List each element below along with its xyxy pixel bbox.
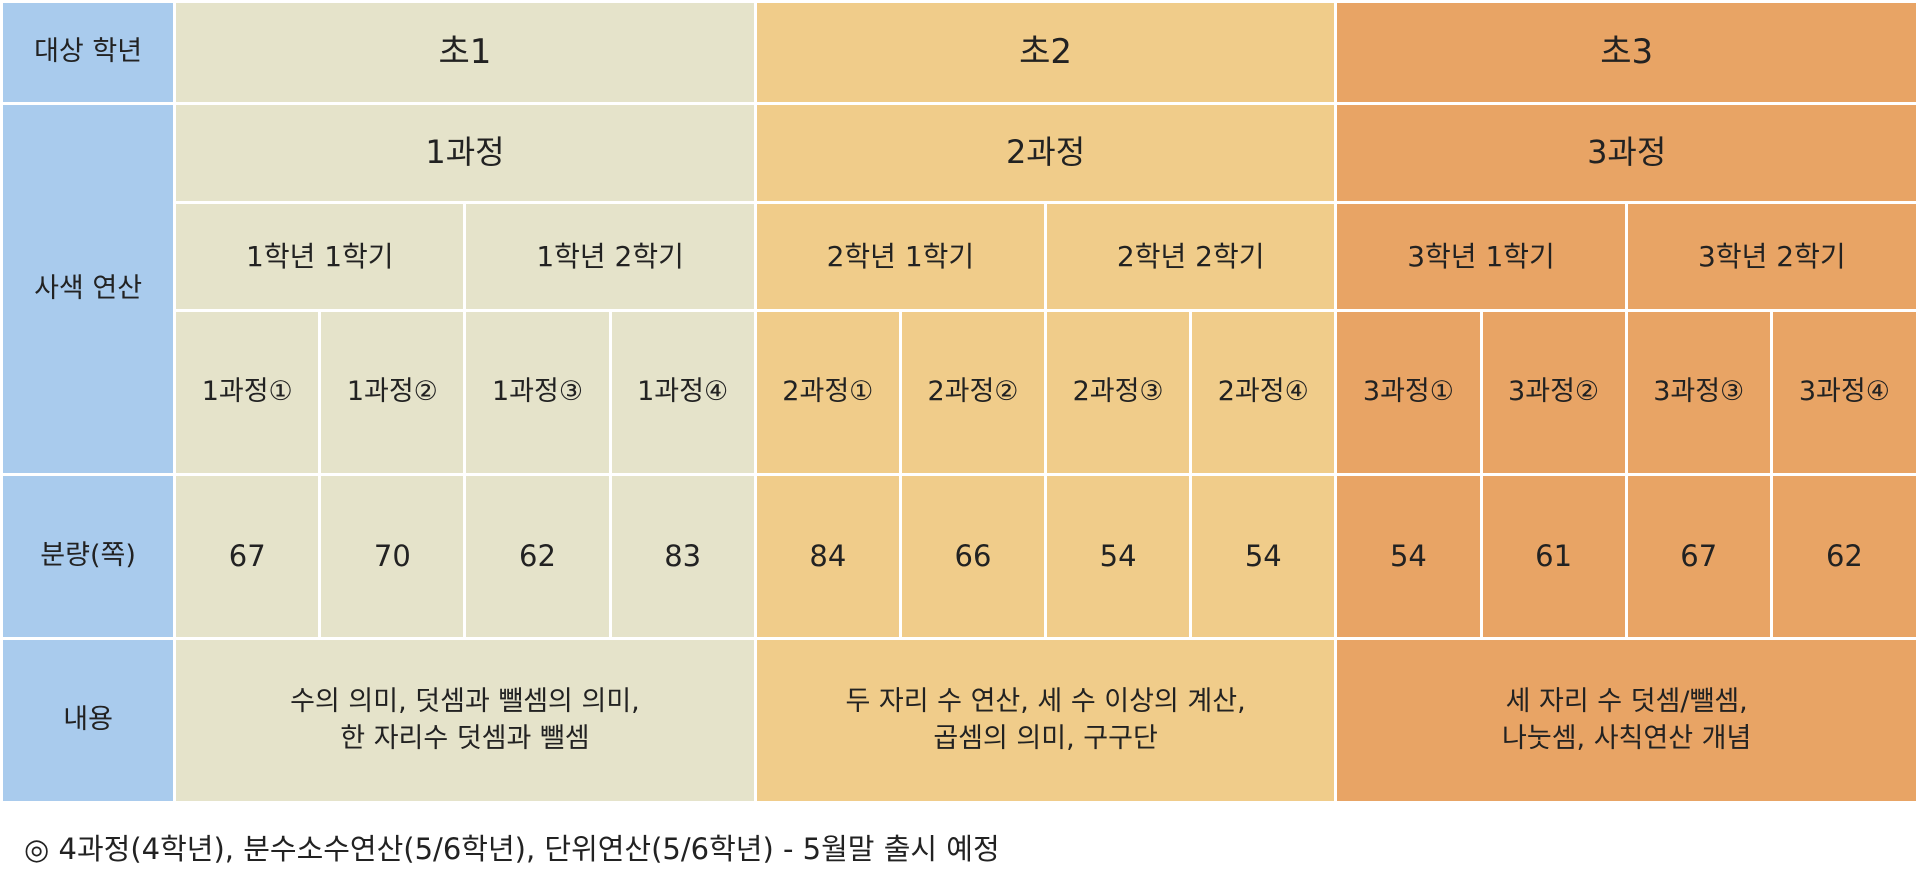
semester-row: 1학년 1학기 1학년 2학기 2학년 1학기 2학년 2학기 3학년 1학기 … <box>2 201 1919 312</box>
pages-header: 분량(쪽) <box>0 473 177 640</box>
content-line: 곱셈의 의미, 구구단 <box>933 722 1158 754</box>
content-header: 내용 <box>0 637 177 804</box>
grade-cell: 초2 <box>753 0 1338 105</box>
subcourse-cell: 1과정④ <box>608 309 757 476</box>
semester-cell: 1학년 1학기 <box>173 201 467 312</box>
content-line: 나눗셈, 사칙연산 개념 <box>1502 722 1752 754</box>
pages-cell: 54 <box>1189 473 1338 640</box>
pages-cell: 67 <box>1624 473 1773 640</box>
pages-cell: 84 <box>753 473 902 640</box>
pages-cell: 66 <box>898 473 1048 640</box>
content-row: 내용 수의 의미, 덧셈과 뺄셈의 의미, 한 자리수 덧셈과 뺄셈 두 자리 … <box>0 637 1919 804</box>
content-line: 세 자리 수 덧셈/뺄셈, <box>1505 686 1748 718</box>
grade-cell: 초1 <box>173 0 757 105</box>
content-cell: 세 자리 수 덧셈/뺄셈, 나눗셈, 사칙연산 개념 <box>1334 637 1919 804</box>
content-line: 한 자리수 덧셈과 뺄셈 <box>340 722 590 754</box>
pages-cell: 61 <box>1479 473 1628 640</box>
subcourse-cell: 2과정① <box>753 309 902 476</box>
subcourse-cell: 2과정④ <box>1189 309 1338 476</box>
semester-cell: 1학년 2학기 <box>463 201 757 312</box>
pages-cell: 83 <box>608 473 757 640</box>
subcourse-row: 1과정① 1과정② 1과정③ 1과정④ 2과정① 2과정② 2과정③ 2과정④ … <box>2 309 1919 476</box>
course-cell: 3과정 <box>1334 102 1919 204</box>
subcourse-cell: 3과정② <box>1479 309 1628 476</box>
course-row: 사색 연산 1과정 2과정 3과정 <box>0 102 1919 476</box>
pages-cell: 70 <box>318 473 467 640</box>
course-cell: 1과정 <box>173 102 757 204</box>
subcourse-cell: 2과정③ <box>1044 309 1193 476</box>
subcourse-cell: 1과정② <box>318 309 467 476</box>
semester-cell: 2학년 1학기 <box>753 201 1048 312</box>
semester-cell: 2학년 2학기 <box>1044 201 1338 312</box>
subcourse-cell: 1과정③ <box>463 309 612 476</box>
subcourse-cell: 3과정④ <box>1769 309 1919 476</box>
subcourse-cell: 1과정① <box>173 309 322 476</box>
pages-cell: 62 <box>463 473 612 640</box>
semester-cell: 3학년 1학기 <box>1334 201 1628 312</box>
content-line: 두 자리 수 연산, 세 수 이상의 계산, <box>845 686 1246 718</box>
grade-cell: 초3 <box>1334 0 1919 105</box>
course-cell: 2과정 <box>753 102 1338 204</box>
subcourse-cell: 3과정③ <box>1624 309 1773 476</box>
subcourse-cell: 2과정② <box>898 309 1048 476</box>
subcourse-cell: 3과정① <box>1334 309 1483 476</box>
content-line: 수의 의미, 덧셈과 뺄셈의 의미, <box>290 686 640 718</box>
pages-cell: 62 <box>1769 473 1919 640</box>
semester-cell: 3학년 2학기 <box>1624 201 1919 312</box>
pages-cell: 54 <box>1334 473 1483 640</box>
pages-cell: 54 <box>1044 473 1193 640</box>
content-cell: 수의 의미, 덧셈과 뺄셈의 의미, 한 자리수 덧셈과 뺄셈 <box>173 637 757 804</box>
grade-header: 대상 학년 <box>0 0 177 105</box>
grade-row: 대상 학년 초1 초2 초3 <box>0 0 1919 105</box>
footnote: ◎ 4과정(4학년), 분수소수연산(5/6학년), 단위연산(5/6학년) -… <box>24 832 1000 866</box>
pages-row: 분량(쪽) 67 70 62 83 84 66 54 54 54 61 67 6… <box>0 473 1919 640</box>
pages-cell: 67 <box>173 473 322 640</box>
course-header: 사색 연산 <box>0 102 177 476</box>
curriculum-table: 대상 학년 초1 초2 초3 사색 연산 1과정 2과정 3과정 1학년 1학기… <box>0 0 1919 804</box>
content-cell: 두 자리 수 연산, 세 수 이상의 계산, 곱셈의 의미, 구구단 <box>753 637 1338 804</box>
